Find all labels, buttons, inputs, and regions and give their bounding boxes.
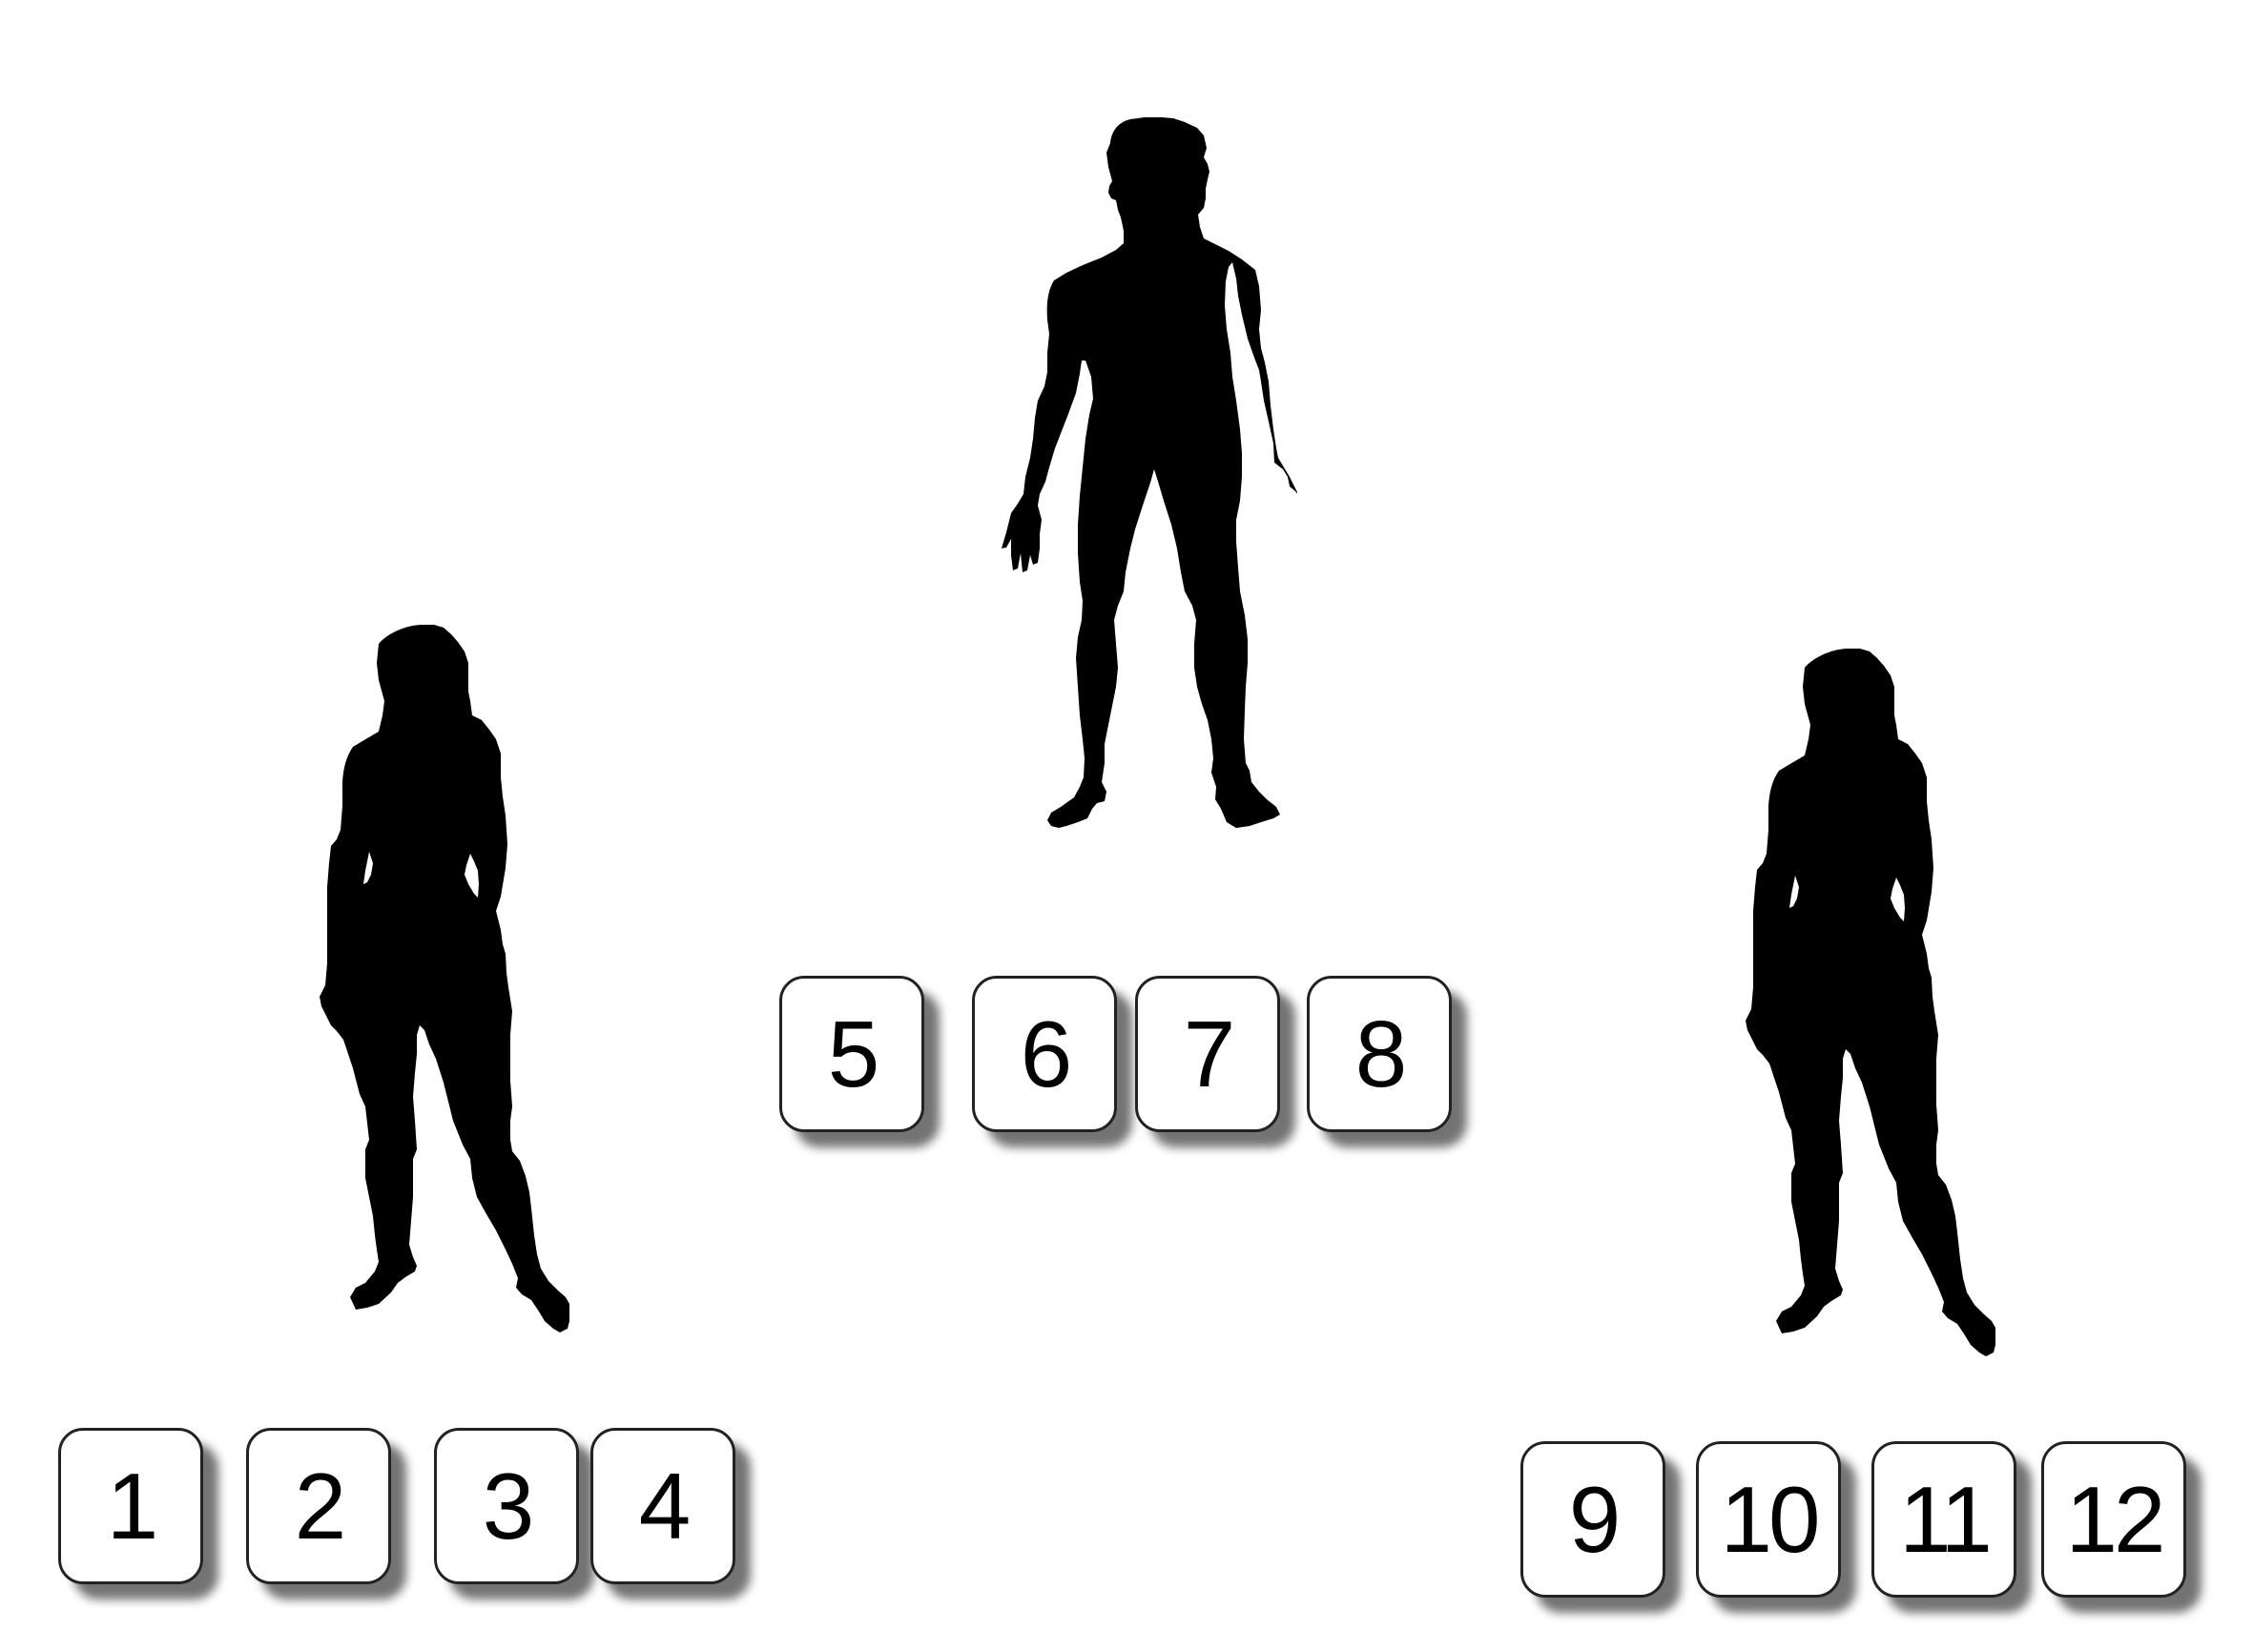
tile-2[interactable]: 2 xyxy=(246,1428,391,1584)
tile-3[interactable]: 3 xyxy=(434,1428,579,1584)
tile-5[interactable]: 5 xyxy=(779,976,924,1132)
woman-left-silhouette-icon xyxy=(310,625,587,1340)
tile-9[interactable]: 9 xyxy=(1520,1441,1665,1598)
woman-right-silhouette-icon xyxy=(1736,649,2013,1364)
tile-4[interactable]: 4 xyxy=(590,1428,735,1584)
tile-8[interactable]: 8 xyxy=(1307,976,1452,1132)
tile-10[interactable]: 10 xyxy=(1696,1441,1841,1598)
man-center-silhouette-icon xyxy=(992,114,1297,882)
tile-7[interactable]: 7 xyxy=(1135,976,1280,1132)
tile-11[interactable]: 11 xyxy=(1871,1441,2016,1598)
tile-12[interactable]: 12 xyxy=(2041,1441,2186,1598)
tile-6[interactable]: 6 xyxy=(972,976,1117,1132)
tile-1[interactable]: 1 xyxy=(58,1428,203,1584)
